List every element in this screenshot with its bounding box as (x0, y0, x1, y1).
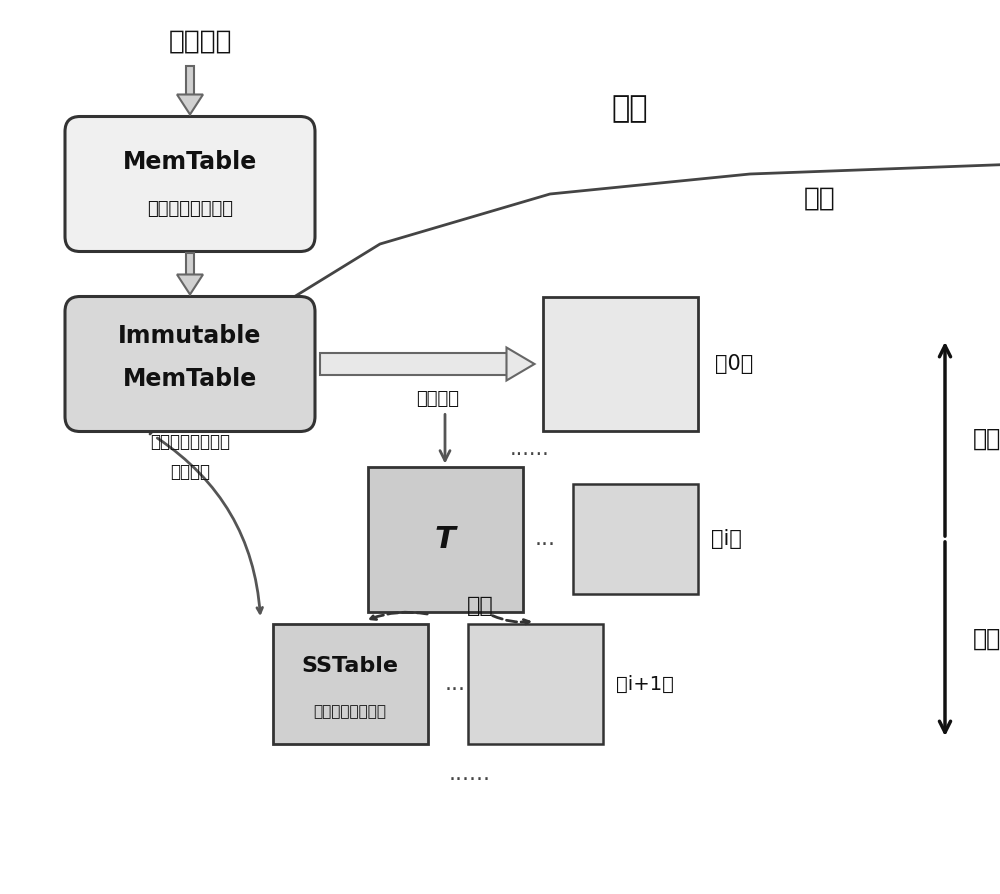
Text: 内存: 内存 (612, 95, 648, 123)
Text: 第0层: 第0层 (716, 354, 754, 374)
Text: 上层: 上层 (973, 427, 1000, 451)
Text: 第i+1层: 第i+1层 (616, 674, 674, 694)
Polygon shape (177, 95, 203, 114)
Text: ......: ...... (510, 439, 550, 459)
Text: 写入存偐: 写入存偐 (416, 390, 459, 408)
Text: MemTable: MemTable (123, 150, 257, 174)
Text: T: T (435, 525, 455, 553)
Bar (320, 353, 507, 375)
Text: 存偐结构: 存偐结构 (170, 463, 210, 481)
Text: 用户写入: 用户写入 (168, 29, 232, 55)
Text: Immutable: Immutable (118, 324, 262, 348)
Bar (572, 484, 698, 594)
Bar (186, 254, 194, 274)
FancyBboxPatch shape (65, 297, 315, 432)
Bar (272, 624, 428, 744)
Text: 合并: 合并 (467, 596, 493, 616)
Text: 第i层: 第i层 (711, 529, 742, 549)
Text: MemTable: MemTable (123, 367, 257, 391)
Text: ......: ...... (449, 764, 491, 784)
Polygon shape (506, 348, 534, 381)
Bar (368, 467, 522, 611)
Text: 下层: 下层 (973, 627, 1000, 651)
Bar (468, 624, 602, 744)
Text: （不可更改内存）: （不可更改内存） (150, 433, 230, 451)
Text: SSTable: SSTable (302, 656, 398, 676)
Bar (186, 66, 194, 95)
Bar (542, 297, 698, 432)
Text: （内存存偐结构）: （内存存偐结构） (147, 200, 233, 218)
FancyBboxPatch shape (65, 116, 315, 251)
Text: （数据存偐结构）: （数据存偐结构） (314, 704, 386, 720)
Text: ...: ... (444, 674, 466, 694)
Polygon shape (177, 274, 203, 294)
Text: ...: ... (534, 529, 556, 549)
Text: 存偐: 存偐 (804, 186, 836, 212)
